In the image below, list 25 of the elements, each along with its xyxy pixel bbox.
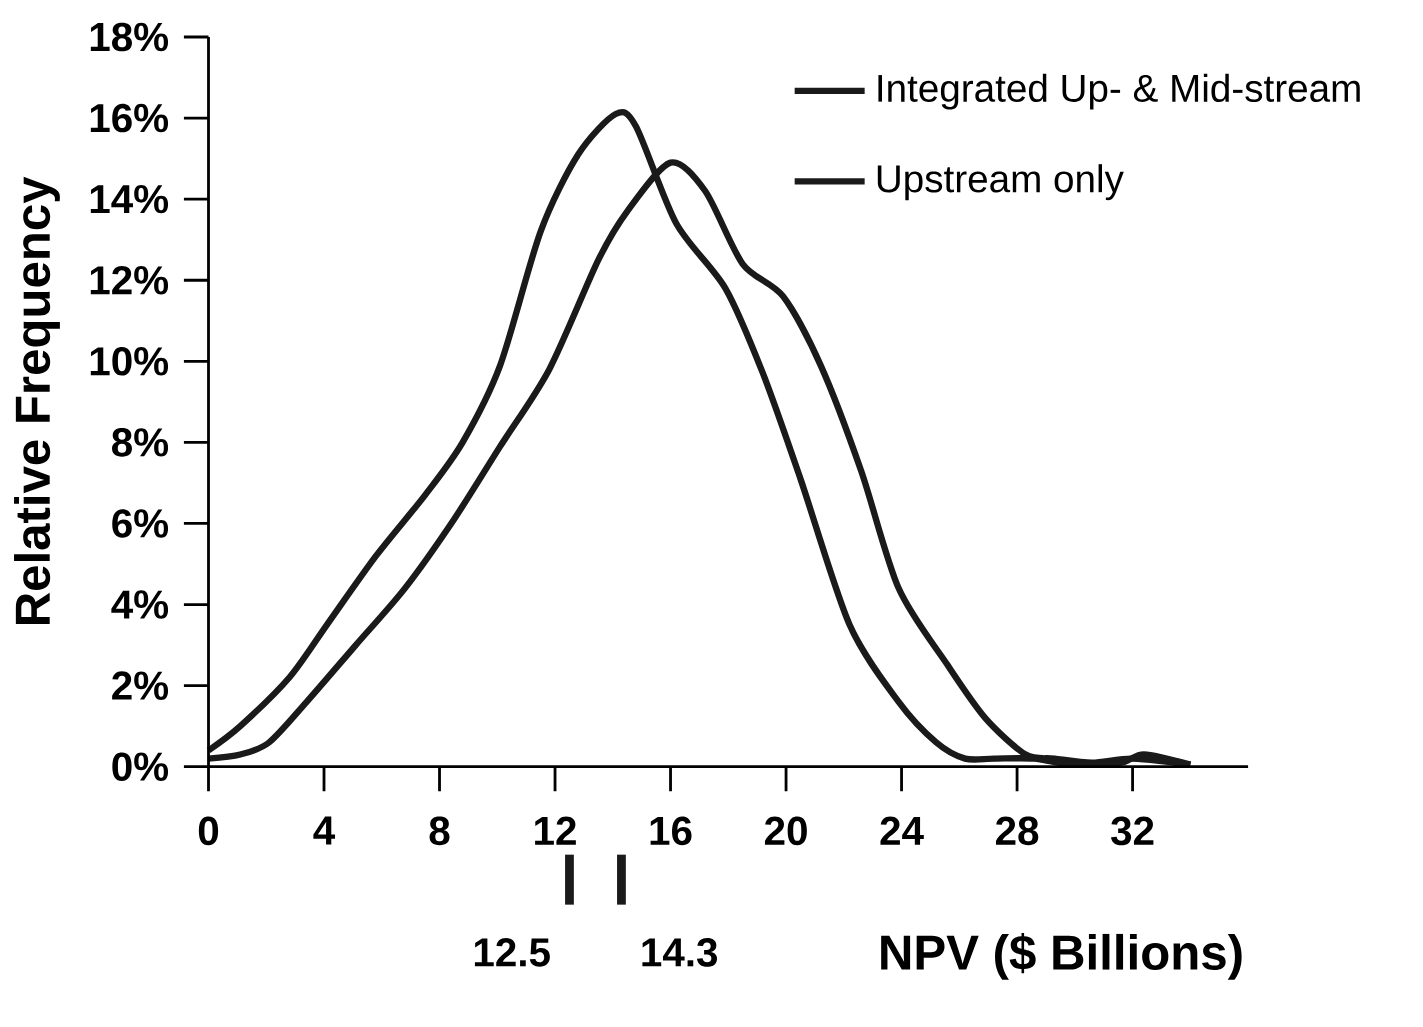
x-tick-label: 20 — [764, 816, 807, 846]
y-tick-label: 2% — [112, 671, 169, 701]
y-tick-label: 14% — [90, 185, 169, 214]
x-tick-label: 28 — [995, 816, 1039, 846]
y-tick-label: 6% — [112, 509, 169, 538]
y-tick-label: 18% — [90, 22, 169, 52]
y-tick-label: 0% — [112, 752, 169, 782]
legend-label: Upstream only — [877, 164, 1124, 201]
y-tick-label: 8% — [112, 428, 169, 457]
x-tick-label: 8 — [429, 816, 450, 846]
ref-line-label: 14.3 — [642, 938, 718, 967]
x-axis-title: NPV ($ Billions) — [881, 933, 1242, 980]
x-tick-label: 24 — [880, 816, 924, 845]
y-tick-label: 12% — [90, 266, 169, 295]
y-tick-label: 16% — [90, 103, 169, 133]
y-axis-title: Relative Frequency — [14, 176, 60, 625]
y-tick-label: 10% — [90, 347, 169, 376]
x-tick-label: 32 — [1111, 816, 1154, 846]
y-tick-label: 4% — [111, 590, 169, 619]
legend-label: Integrated Up- & Mid-stream — [878, 73, 1360, 110]
x-tick-label: 0 — [198, 816, 219, 846]
x-tick-label: 16 — [650, 816, 692, 846]
ref-line-label: 12.5 — [474, 938, 550, 967]
x-tick-label: 4 — [313, 816, 336, 845]
x-tick-label: 12 — [535, 816, 576, 845]
